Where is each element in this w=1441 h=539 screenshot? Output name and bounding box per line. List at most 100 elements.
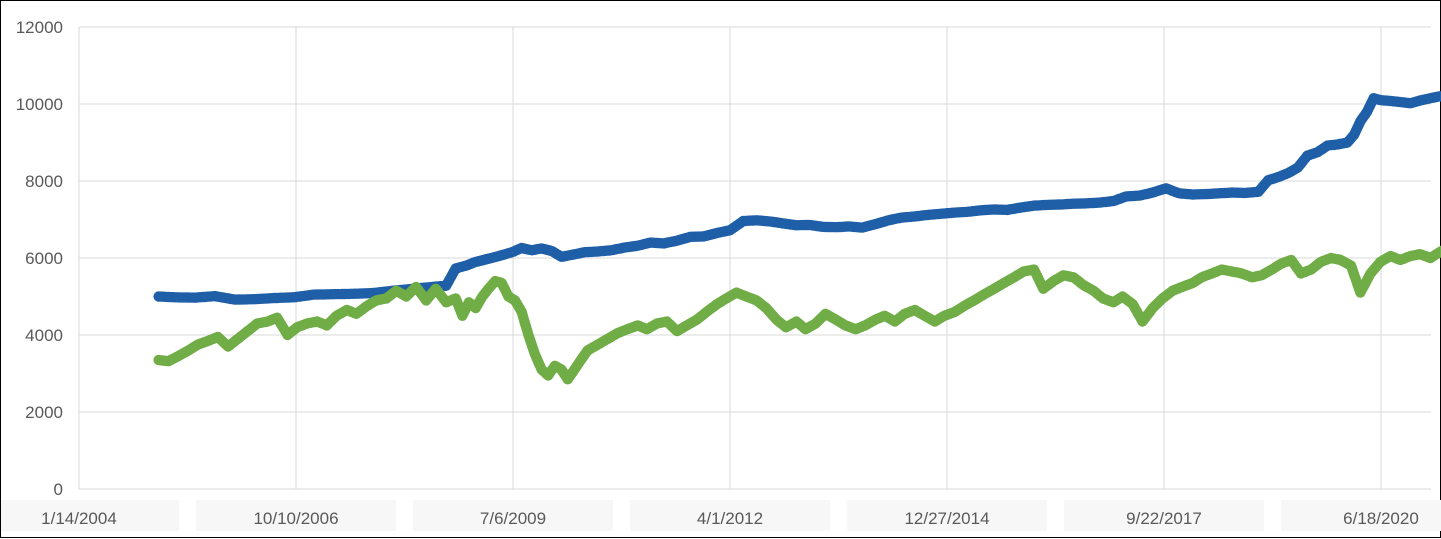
data-point — [1009, 272, 1019, 282]
data-point — [1326, 253, 1336, 263]
data-point — [602, 334, 612, 344]
x-tick-label: 12/27/2014 — [904, 509, 989, 528]
data-point — [1240, 188, 1250, 198]
data-point — [698, 231, 708, 241]
data-point — [923, 210, 933, 220]
data-point — [771, 314, 781, 324]
data-point — [1157, 293, 1167, 303]
data-point — [1395, 255, 1405, 265]
x-tick-label: 4/1/2012 — [697, 509, 763, 528]
data-point — [507, 247, 517, 257]
data-point — [451, 263, 461, 273]
data-point — [761, 303, 771, 313]
data-point — [791, 220, 801, 230]
data-point — [1002, 205, 1012, 215]
data-point — [302, 318, 312, 328]
data-point — [576, 355, 586, 365]
data-point — [556, 364, 566, 374]
data-point — [371, 295, 381, 305]
data-point — [203, 336, 213, 346]
data-point — [870, 219, 880, 229]
data-point — [619, 242, 629, 252]
data-point — [1296, 268, 1306, 278]
data-point — [1306, 264, 1316, 274]
data-point — [652, 318, 662, 328]
y-tick-label: 6000 — [25, 249, 63, 268]
data-point — [556, 252, 566, 262]
y-tick-label: 8000 — [25, 172, 63, 191]
data-point — [950, 307, 960, 317]
data-point — [480, 254, 490, 264]
data-point — [566, 250, 576, 260]
data-point — [351, 309, 361, 319]
data-point — [1286, 255, 1296, 265]
data-point — [471, 303, 481, 313]
data-point — [183, 345, 193, 355]
data-point — [563, 374, 573, 384]
data-point — [800, 324, 810, 334]
y-tick-label: 4000 — [25, 326, 63, 345]
data-point — [331, 311, 341, 321]
data-point — [962, 207, 972, 217]
data-point — [1177, 282, 1187, 292]
data-point — [1068, 272, 1078, 282]
data-point — [517, 307, 527, 317]
data-point — [712, 228, 722, 238]
data-point — [342, 305, 352, 315]
data-point — [401, 291, 411, 301]
data-point — [593, 246, 603, 256]
data-point — [457, 311, 467, 321]
data-point — [778, 218, 788, 228]
data-point — [725, 225, 735, 235]
data-point — [1227, 187, 1237, 197]
data-point — [543, 370, 553, 380]
y-tick-label: 12000 — [16, 18, 63, 37]
data-point — [979, 289, 989, 299]
data-point — [682, 320, 692, 330]
data-point — [659, 238, 669, 248]
data-point — [309, 289, 319, 299]
data-point — [289, 292, 299, 302]
x-tick-label: 9/22/2017 — [1126, 509, 1202, 528]
data-point — [883, 215, 893, 225]
data-point — [1227, 266, 1237, 276]
data-point — [1082, 198, 1092, 208]
data-point — [804, 220, 814, 230]
data-point — [672, 236, 682, 246]
data-point — [1425, 93, 1435, 103]
data-point — [1346, 261, 1356, 271]
data-point — [536, 243, 546, 253]
data-point — [1415, 249, 1425, 259]
data-point — [1029, 200, 1039, 210]
data-point — [1117, 291, 1127, 301]
data-point — [213, 332, 223, 342]
data-point — [1253, 187, 1263, 197]
data-point — [210, 291, 220, 301]
data-point — [959, 301, 969, 311]
data-point — [431, 284, 441, 294]
data-point — [170, 292, 180, 302]
data-point — [494, 251, 504, 261]
data-point — [936, 209, 946, 219]
data-point — [1200, 189, 1210, 199]
data-point — [1148, 187, 1158, 197]
y-tick-label: 0 — [54, 480, 63, 499]
y-tick-label: 2000 — [25, 403, 63, 422]
data-point — [896, 212, 906, 222]
data-point — [1415, 95, 1425, 105]
data-point — [840, 320, 850, 330]
data-point — [1187, 278, 1197, 288]
gridlines — [79, 27, 1431, 489]
data-point — [1174, 188, 1184, 198]
data-point — [1293, 162, 1303, 172]
x-tick-label: 6/18/2020 — [1343, 509, 1419, 528]
data-point — [890, 316, 900, 326]
data-point — [1168, 286, 1178, 296]
data-point — [1018, 266, 1028, 276]
data-point — [701, 307, 711, 317]
data-point — [1134, 190, 1144, 200]
data-point — [765, 216, 775, 226]
data-point — [606, 245, 616, 255]
data-point — [1283, 168, 1293, 178]
